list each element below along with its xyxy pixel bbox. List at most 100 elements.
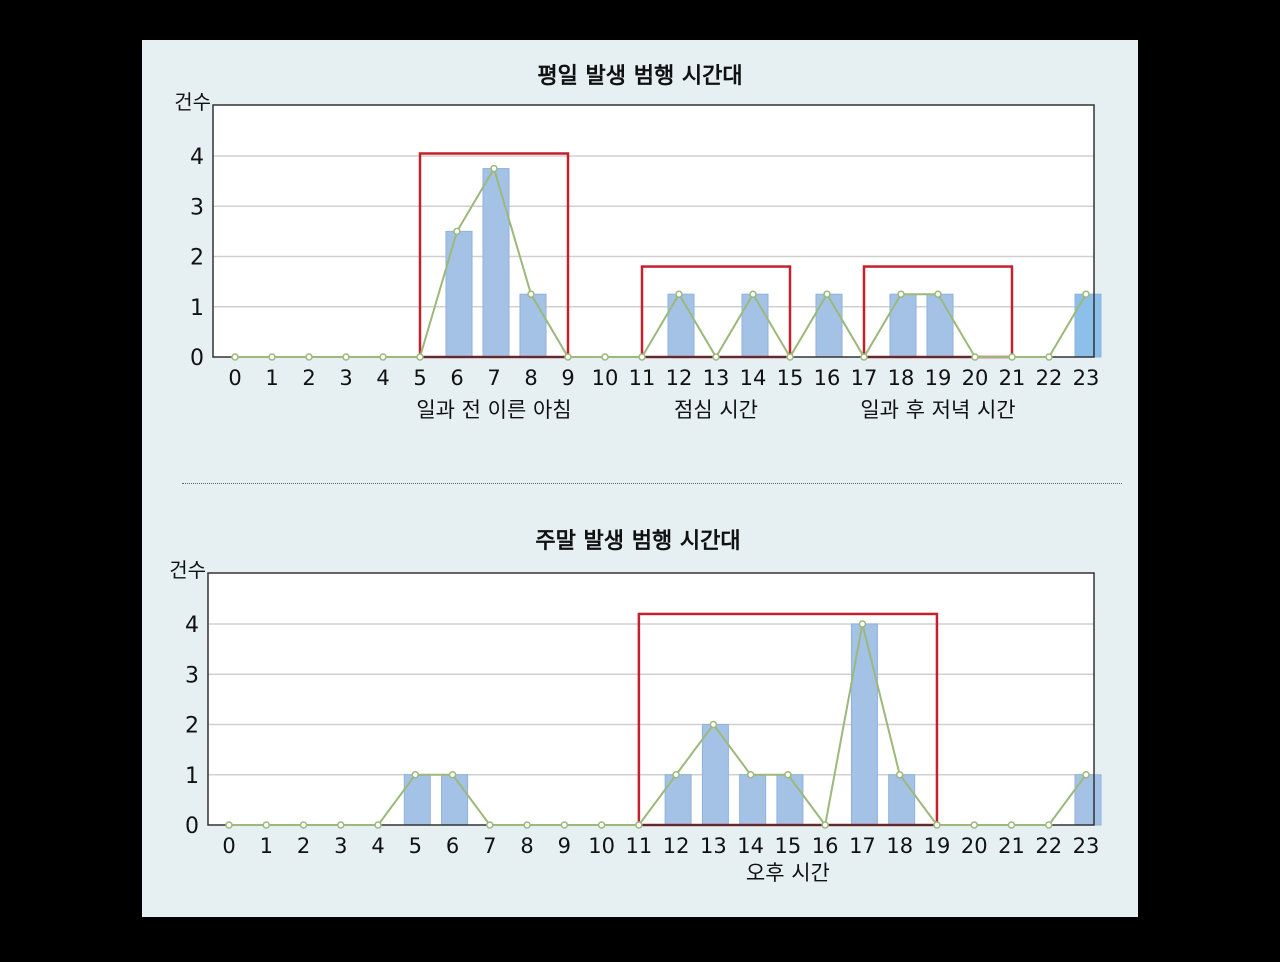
y-tick-label: 1 xyxy=(185,764,199,789)
x-tick-label: 12 xyxy=(666,366,693,390)
highlight-label: 일과 전 이른 아침 xyxy=(416,398,571,422)
line-marker xyxy=(712,353,720,361)
line-marker xyxy=(448,771,457,779)
plot-area xyxy=(208,573,1094,825)
bar-12 xyxy=(664,774,692,826)
trend-line xyxy=(235,166,1087,359)
line-marker xyxy=(1082,290,1090,298)
chart-panel: 평일 발생 범행 시간대 건수 0 1 2 3 4 일과 전 이른 아침 점심 시간 일과 후 저… xyxy=(142,40,1138,917)
trend-line xyxy=(229,623,1087,828)
x-tick-label: 13 xyxy=(703,366,730,390)
y-tick-label: 2 xyxy=(185,714,199,739)
x-tick-label: 16 xyxy=(814,366,841,390)
x-tick-label: 9 xyxy=(561,366,574,390)
line-marker xyxy=(933,821,941,829)
x-tick-label: 0 xyxy=(228,366,241,390)
line-marker xyxy=(416,353,424,361)
x-tick-label: 9 xyxy=(558,834,571,858)
bar-14 xyxy=(739,774,767,826)
x-tick-label: 11 xyxy=(626,834,653,858)
x-tick-label: 4 xyxy=(371,834,384,858)
bar-6 xyxy=(441,774,469,826)
line-marker xyxy=(971,353,979,361)
y-tick-label: 3 xyxy=(185,663,199,688)
y-tick-label: 0 xyxy=(190,346,204,371)
x-tick-label: 22 xyxy=(1036,366,1063,390)
line-marker xyxy=(1008,353,1016,361)
x-tick-label: 20 xyxy=(962,366,989,390)
line-marker xyxy=(527,290,535,298)
line-marker xyxy=(638,353,646,361)
x-tick-label: 19 xyxy=(925,366,952,390)
x-tick-label: 14 xyxy=(740,366,767,390)
line-marker xyxy=(225,821,233,829)
line-marker xyxy=(560,821,569,829)
x-tick-label: 8 xyxy=(524,366,537,390)
x-tick-label: 1 xyxy=(260,834,273,858)
line-marker xyxy=(709,720,718,729)
line-marker xyxy=(299,821,308,829)
line-marker xyxy=(970,821,978,829)
chart-title: 주말 발생 범행 시간대 xyxy=(535,529,740,554)
x-tick-label: 4 xyxy=(376,366,389,390)
x-tick-label: 14 xyxy=(737,834,764,858)
x-tick-label: 3 xyxy=(339,366,352,390)
line-marker xyxy=(231,353,239,361)
bar-19 xyxy=(926,293,954,358)
x-tick-label: 13 xyxy=(700,834,727,858)
line-marker xyxy=(379,353,387,361)
x-tick-label: 12 xyxy=(663,834,690,858)
x-tick-label: 21 xyxy=(998,834,1025,858)
y-tick-label: 1 xyxy=(190,296,204,321)
x-tick-label: 1 xyxy=(265,366,278,390)
line-marker xyxy=(523,821,531,829)
x-tick-label: 18 xyxy=(886,834,913,858)
highlight-label: 일과 후 저녁 시간 xyxy=(860,398,1015,422)
line-marker xyxy=(490,164,498,173)
y-tick-label: 2 xyxy=(190,246,204,271)
x-tick-label: 15 xyxy=(777,366,804,390)
y-tick-label: 0 xyxy=(185,814,199,839)
line-marker xyxy=(749,290,757,298)
bar-5 xyxy=(403,774,431,826)
line-marker xyxy=(821,821,829,829)
bar-7 xyxy=(482,168,510,358)
line-marker xyxy=(823,290,831,298)
x-tick-label: 19 xyxy=(924,834,951,858)
y-tick-label: 4 xyxy=(185,613,199,638)
highlight-label: 점심 시간 xyxy=(674,398,758,422)
x-tick-label: 5 xyxy=(413,366,426,390)
y-axis-label: 건수 xyxy=(174,90,211,114)
x-tick-label: 22 xyxy=(1035,834,1062,858)
x-tick-label: 2 xyxy=(297,834,310,858)
x-tick-label: 6 xyxy=(446,834,459,858)
x-tick-label: 15 xyxy=(775,834,802,858)
line-marker xyxy=(337,821,345,829)
line-marker xyxy=(1045,353,1053,361)
line-marker xyxy=(635,821,643,829)
x-tick-label: 10 xyxy=(588,834,615,858)
x-tick-label: 17 xyxy=(851,366,878,390)
highlight-label: 오후 시간 xyxy=(746,861,830,885)
line-marker xyxy=(934,290,942,298)
x-tick-label: 7 xyxy=(487,366,500,390)
x-tick-label: 11 xyxy=(629,366,656,390)
line-marker xyxy=(746,771,755,779)
line-marker xyxy=(268,353,276,361)
x-tick-label: 0 xyxy=(222,834,235,858)
line-marker xyxy=(564,353,572,361)
line-marker xyxy=(672,771,680,779)
line-marker xyxy=(895,771,904,779)
line-marker xyxy=(858,620,867,628)
bar-18 xyxy=(888,774,916,826)
y-tick-label: 4 xyxy=(190,145,204,170)
line-marker xyxy=(860,353,868,361)
line-marker xyxy=(411,771,420,779)
line-marker xyxy=(453,227,461,236)
line-marker xyxy=(1044,821,1053,829)
line-marker xyxy=(601,353,609,361)
x-tick-label: 17 xyxy=(849,834,876,858)
x-tick-label: 2 xyxy=(302,366,315,390)
plot-frame xyxy=(207,572,1095,826)
